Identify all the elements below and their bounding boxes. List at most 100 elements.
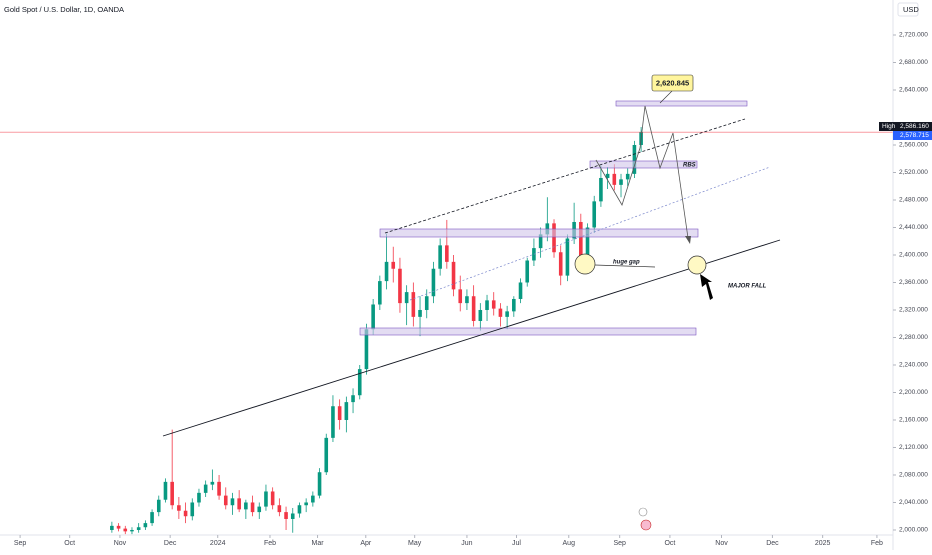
y-tick-label: 2,440.000 (899, 224, 928, 231)
projection (595, 105, 689, 239)
y-tick-label: 2,080.000 (899, 472, 928, 479)
candle-body (177, 505, 181, 511)
candle-body (579, 221, 583, 266)
candle-body (297, 505, 302, 514)
candle-body (237, 498, 241, 510)
candle-body (632, 144, 637, 174)
candle-body (445, 245, 449, 262)
x-tick-label: Oct (664, 540, 675, 547)
x-tick-label: Jun (461, 540, 472, 547)
candle-body (451, 261, 456, 290)
candle-body (485, 300, 489, 310)
candle-body (505, 311, 509, 317)
x-tick-label: Dec (766, 540, 779, 547)
y-tick-label: 2,120.000 (899, 444, 928, 451)
x-tick-label: Jul (512, 540, 521, 547)
candle-body (599, 177, 603, 202)
candle-body (331, 406, 335, 438)
x-tick-label: Aug (563, 540, 576, 547)
zone (615, 100, 748, 107)
x-tick-label: Nov (715, 540, 728, 547)
gap-line (594, 264, 656, 268)
candle-body (290, 513, 295, 519)
x-tick-label: May (408, 540, 422, 547)
candle-body (277, 505, 282, 513)
y-tick-label: 2,360.000 (899, 279, 928, 286)
y-tick-label: 2,400.000 (899, 252, 928, 259)
price-axis (893, 0, 932, 550)
candle-body (250, 502, 255, 513)
candle-body (424, 296, 429, 310)
y-tick-label: 2,720.000 (899, 32, 928, 39)
callout-line (659, 90, 673, 104)
x-tick-label: 2024 (210, 540, 226, 547)
candle-body (123, 528, 128, 532)
x-tick-label: Nov (114, 540, 127, 547)
candle-body (344, 402, 349, 420)
candle-body (223, 495, 228, 506)
candle-body (498, 308, 503, 317)
last-price-box (893, 131, 932, 141)
candle-body (311, 495, 315, 503)
candle-body (565, 238, 570, 276)
high-tag: High (882, 123, 896, 130)
x-tick-label: Sep (14, 540, 27, 547)
candle-body (612, 173, 617, 185)
high-tag-box (879, 122, 898, 132)
candle-body (465, 296, 469, 304)
candle-body (431, 268, 436, 297)
candle-body (136, 527, 141, 530)
candle-body (210, 481, 215, 485)
candle-body (183, 510, 188, 517)
candle-body (163, 481, 168, 500)
candle-body (478, 309, 483, 321)
candle-body (491, 300, 496, 309)
x-tick-label: 2025 (815, 540, 831, 547)
candle-body (337, 406, 342, 420)
candle-body (217, 481, 221, 496)
candle-body (558, 252, 563, 276)
candle-body (284, 512, 288, 519)
high-price: 2,586.160 (900, 123, 929, 130)
zone (589, 160, 698, 169)
x-tick-label: Feb (264, 540, 276, 547)
candle-body (203, 484, 208, 493)
y-tick-label: 2,160.000 (899, 417, 928, 424)
candle-body (404, 292, 409, 304)
annotation: RBS (683, 163, 696, 169)
y-tick-label: 2,480.000 (899, 197, 928, 204)
candle-body (364, 329, 369, 370)
candle-body (398, 268, 402, 304)
candle-body (625, 173, 630, 180)
trendline (162, 239, 781, 437)
candle-body (438, 245, 442, 269)
marker (574, 253, 596, 275)
candle-body (244, 502, 248, 510)
candle-body (357, 369, 362, 396)
axes: 2,000.000 2,040.000 2,080.000 2,120.000 2,16… (14, 32, 932, 547)
candle-body (371, 304, 375, 330)
candle-body (552, 223, 556, 253)
candle-body (378, 281, 382, 305)
last-price: 2,578.715 (900, 132, 929, 139)
y-tick-label: 2,000.000 (899, 527, 928, 534)
arrow (700, 274, 713, 300)
event-icon (638, 507, 648, 517)
channel-line (384, 118, 746, 234)
candle-body (130, 529, 134, 532)
y-tick-label: 2,320.000 (899, 307, 928, 314)
candle-body (264, 491, 268, 507)
candle-body (190, 502, 195, 517)
candle-body (418, 309, 422, 317)
y-tick-label: 2,200.000 (899, 389, 928, 396)
callout-text: 2,620.845 (656, 78, 689, 87)
currency-box (897, 2, 919, 17)
candle-body (197, 492, 201, 503)
x-tick-label: Apr (360, 540, 372, 547)
y-tick-label: 2,240.000 (899, 362, 928, 369)
candle-body (605, 173, 610, 178)
candle-body (317, 472, 322, 496)
x-tick-label: Sep (613, 540, 626, 547)
